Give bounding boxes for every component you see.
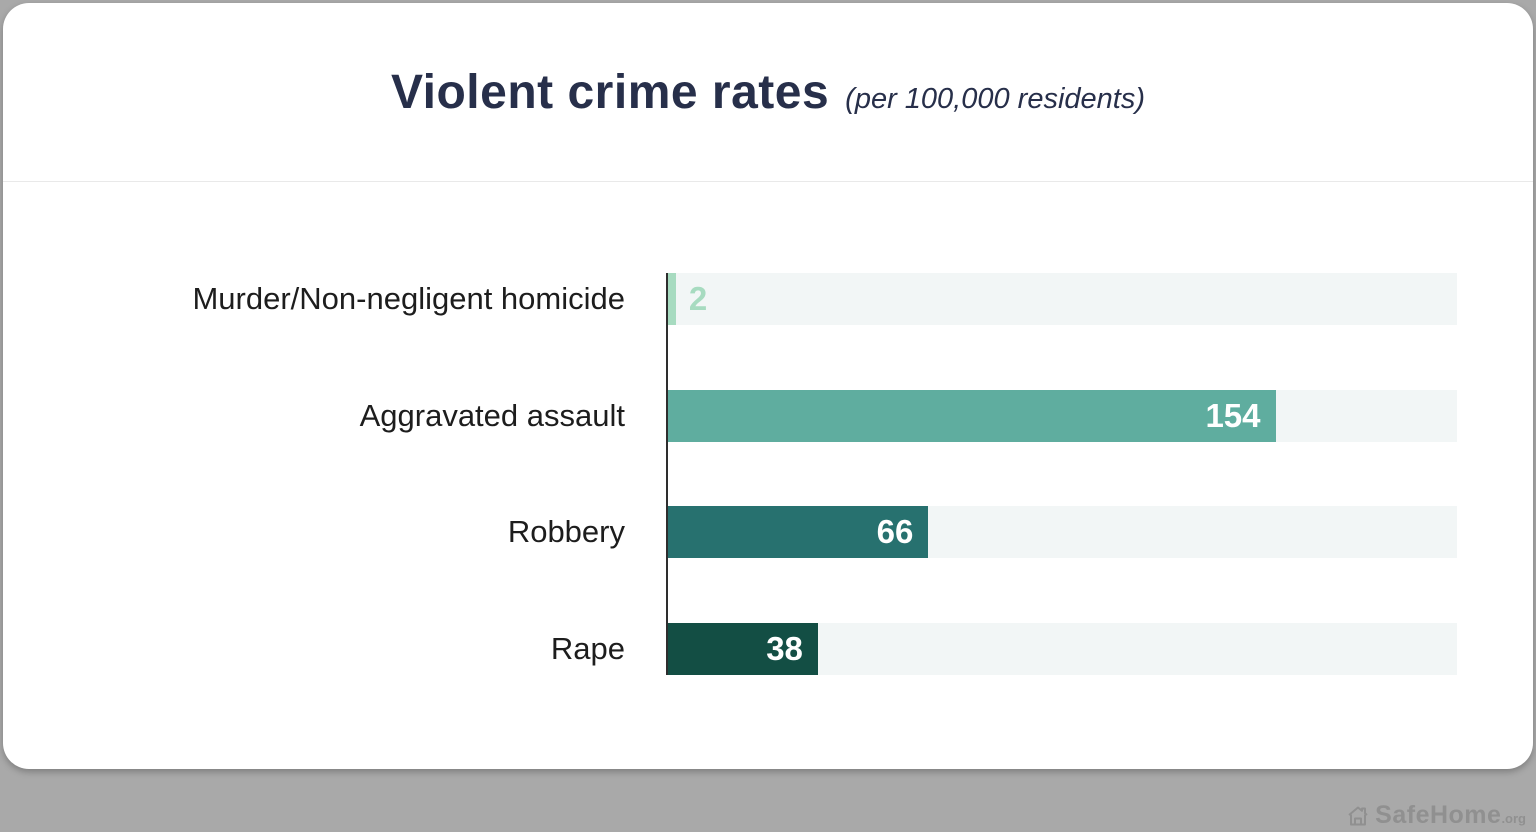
chart-row: Robbery 66 (3, 506, 1457, 558)
bar: 38 (668, 622, 818, 675)
category-label: Robbery (507, 514, 625, 549)
bar: 66 (668, 506, 929, 558)
chart-row: Aggravated assault 154 (3, 389, 1457, 442)
title-block: Violent crime rates (per 100,000 residen… (391, 65, 1145, 120)
chart-header: Violent crime rates (per 100,000 residen… (3, 3, 1533, 182)
bar-track: 66 (668, 506, 1457, 558)
chart-card: Violent crime rates (per 100,000 residen… (3, 3, 1533, 769)
watermark-text: SafeHome (1375, 801, 1502, 829)
category-label: Murder/Non-negligent homicide (192, 281, 625, 316)
chart-row: Rape 38 (3, 622, 1457, 675)
bar-track: 38 (668, 622, 1457, 675)
chart-rows: Murder/Non-negligent homicide 2 Aggravat… (3, 273, 1457, 675)
bar-track: 154 (668, 389, 1457, 442)
value-label: 2 (688, 280, 708, 317)
footer-strip: SafeHome .org (0, 769, 1536, 832)
bar: 154 (668, 389, 1276, 442)
category-label: Rape (550, 630, 625, 666)
chart-area: Murder/Non-negligent homicide 2 Aggravat… (3, 182, 1533, 675)
value-label: 38 (766, 629, 803, 667)
bar-track: 2 (668, 273, 1457, 325)
chart-subtitle: (per 100,000 residents) (845, 82, 1145, 115)
watermark-suffix: .org (1501, 811, 1526, 826)
category-label: Aggravated assault (359, 397, 625, 433)
chart-row: Murder/Non-negligent homicide 2 (3, 273, 1457, 325)
bar (668, 273, 676, 325)
value-label: 66 (876, 513, 914, 550)
house-icon (1348, 806, 1368, 825)
value-label: 154 (1205, 396, 1261, 434)
chart-title: Violent crime rates (391, 65, 830, 119)
safehome-watermark: SafeHome .org (1346, 801, 1526, 830)
